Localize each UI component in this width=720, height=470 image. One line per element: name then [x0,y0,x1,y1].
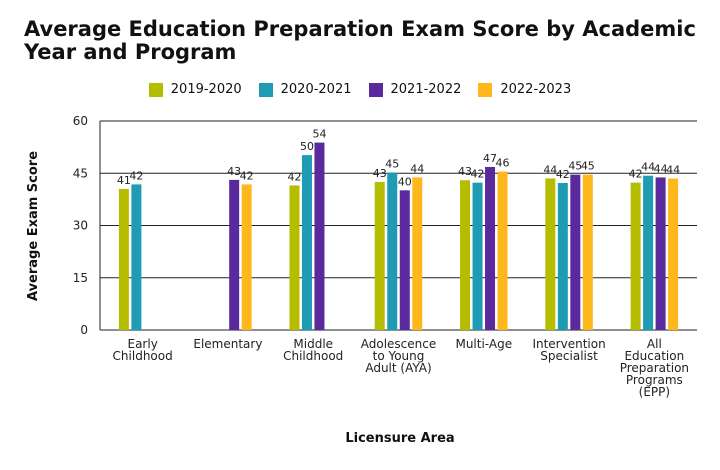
bar [557,183,568,330]
x-tick-label: Specialist [540,349,598,363]
data-label: 44 [654,162,668,175]
y-tick-label: 30 [73,219,88,233]
x-tick-label: Early [127,337,157,351]
x-tick-label: Multi-Age [455,337,512,351]
y-tick-label: 45 [73,166,88,180]
legend-swatch [368,82,383,97]
legend-item-2021-2022: 2021-2022 [368,82,462,97]
data-label: 40 [398,175,412,188]
legend-swatch [478,82,493,97]
legend-swatch [148,82,163,97]
data-label: 42 [629,168,643,181]
legend-label: 2021-2022 [390,82,462,97]
legend-item-2022-2023: 2022-2023 [478,82,571,97]
x-tick-label: Childhood [113,349,173,363]
y-tick-label: 15 [73,271,88,285]
x-tick-label: Education [624,349,684,363]
x-tick-label: Elementary [193,337,262,351]
data-label: 43 [373,167,387,180]
bar [289,185,300,330]
data-label: 45 [581,160,595,173]
bar [545,178,556,330]
data-label: 42 [556,168,570,181]
data-label: 44 [410,162,424,175]
bar [314,142,325,330]
x-tick-label: (EPP) [639,385,670,399]
data-label: 43 [227,165,241,178]
bar [485,166,496,330]
bar [668,178,679,330]
x-tick-label: Adult (AYA) [365,361,431,375]
bar [472,182,483,330]
legend-item-2019-2020: 2019-2020 [148,82,242,97]
bar [387,172,398,330]
x-tick-label: All [647,337,662,351]
bar [241,184,252,330]
x-tick-label: Programs [626,373,683,387]
legend-item-2020-2021: 2020-2021 [258,82,352,97]
bar [118,188,129,330]
x-tick-label: Adolescence [361,337,437,351]
legend-label: 2019-2020 [170,82,242,97]
y-tick-label: 0 [80,323,88,337]
data-label: 42 [471,168,485,181]
x-tick-label: Middle [293,337,333,351]
y-tick-label: 60 [73,114,88,128]
bar [582,174,593,330]
legend: 2019-2020 2020-2021 2021-2022 2022-2023 [0,82,720,97]
y-axis-title: Average Exam Score [26,151,41,301]
data-label: 54 [312,128,326,141]
bar [497,171,508,330]
x-axis-title: Licensure Area [345,431,454,446]
legend-label: 2020-2021 [280,82,352,97]
x-tick-label: Childhood [283,349,343,363]
bar [131,184,142,330]
data-label: 44 [666,163,680,176]
legend-swatch [258,82,273,97]
bar [655,177,666,330]
data-label: 42 [287,170,301,183]
bar [399,190,410,330]
bar [301,155,312,330]
data-label: 43 [458,165,472,178]
data-label: 42 [129,169,143,182]
data-label: 44 [641,161,655,174]
data-label: 46 [496,157,510,170]
data-label: 42 [240,169,254,182]
data-label: 45 [385,158,399,171]
x-tick-label: Preparation [620,361,689,375]
bar [643,175,654,330]
bar [374,181,385,330]
chart-title: Average Education Preparation Exam Score… [24,17,696,64]
x-tick-label: Intervention [532,337,605,351]
bar [229,179,240,330]
data-label: 41 [117,174,131,187]
bar [630,182,641,330]
bar [412,177,423,330]
bar [460,180,471,330]
x-tick-label: to Young [373,349,425,363]
data-label: 50 [300,140,314,153]
data-label: 45 [568,160,582,173]
bar [570,174,581,330]
legend-label: 2022-2023 [500,82,572,97]
data-label: 47 [483,152,497,165]
data-label: 44 [543,163,557,176]
